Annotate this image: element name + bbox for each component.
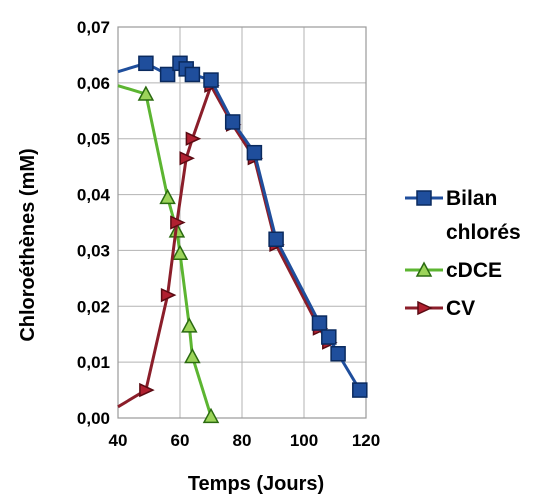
series-line (117, 84, 331, 409)
data-point (137, 85, 155, 101)
series-cdce (117, 84, 220, 424)
data-point (139, 382, 155, 398)
legend-label: Bilan (446, 187, 497, 210)
series-bilan-chlor-s (117, 55, 368, 398)
legend-item-cdce: cDCE (405, 259, 502, 282)
x-tick-label: 100 (290, 431, 318, 450)
data-point (185, 131, 202, 146)
legend-label: CV (446, 297, 475, 320)
legend-swatch-marker (415, 261, 433, 277)
data-point (159, 66, 176, 83)
y-axis-title: Chloroéthènes (mM) (17, 148, 39, 341)
series-line (117, 84, 213, 417)
y-tick-labels: 0,00 0,01 0,02 0,03 0,04 0,05 0,06 0,07 (77, 18, 111, 428)
plot-border (117, 26, 367, 419)
legend-swatch-marker (417, 300, 433, 316)
x-tick-labels: 40 60 80 100 120 (109, 431, 381, 450)
x-tick-label: 120 (352, 431, 380, 450)
y-tick-label: 0,06 (77, 74, 110, 93)
data-point (311, 315, 328, 331)
data-point (203, 72, 219, 88)
legend-item-cv: CV (405, 297, 475, 320)
y-tick-label: 0,05 (77, 130, 110, 149)
x-tick-label: 80 (233, 431, 252, 450)
x-axis-title: Temps (Jours) (188, 473, 324, 495)
legend-label: cDCE (446, 259, 502, 282)
data-point (224, 114, 241, 130)
series-layer (117, 55, 368, 424)
y-tick-label: 0,00 (77, 409, 110, 428)
data-point (159, 188, 176, 205)
data-point (268, 231, 284, 248)
data-point (181, 317, 198, 333)
y-tick-label: 0,02 (77, 297, 110, 316)
x-tick-label: 60 (171, 431, 190, 450)
legend-label: chlorés (446, 221, 521, 244)
data-point (184, 347, 201, 364)
y-tick-label: 0,07 (77, 18, 110, 37)
y-tick-label: 0,03 (77, 241, 110, 260)
data-point (179, 151, 195, 166)
data-point (202, 407, 220, 424)
data-point (321, 329, 337, 345)
gridlines (117, 26, 367, 419)
data-point (246, 144, 263, 161)
data-point (330, 346, 346, 362)
y-tick-label: 0,01 (77, 353, 110, 372)
data-point (184, 66, 201, 83)
legend-item-bilan-chlor-s: Bilan chlorés (405, 187, 521, 244)
legend-swatch-marker (416, 190, 432, 206)
data-point (170, 215, 186, 230)
y-tick-label: 0,04 (77, 186, 111, 205)
data-point (138, 55, 154, 72)
data-point (160, 287, 177, 303)
plot-frame (117, 26, 367, 419)
x-tick-label: 40 (109, 431, 128, 450)
data-point (171, 244, 189, 260)
legend: Bilan chlorés cDCE CV (405, 187, 521, 320)
data-point (352, 382, 368, 398)
